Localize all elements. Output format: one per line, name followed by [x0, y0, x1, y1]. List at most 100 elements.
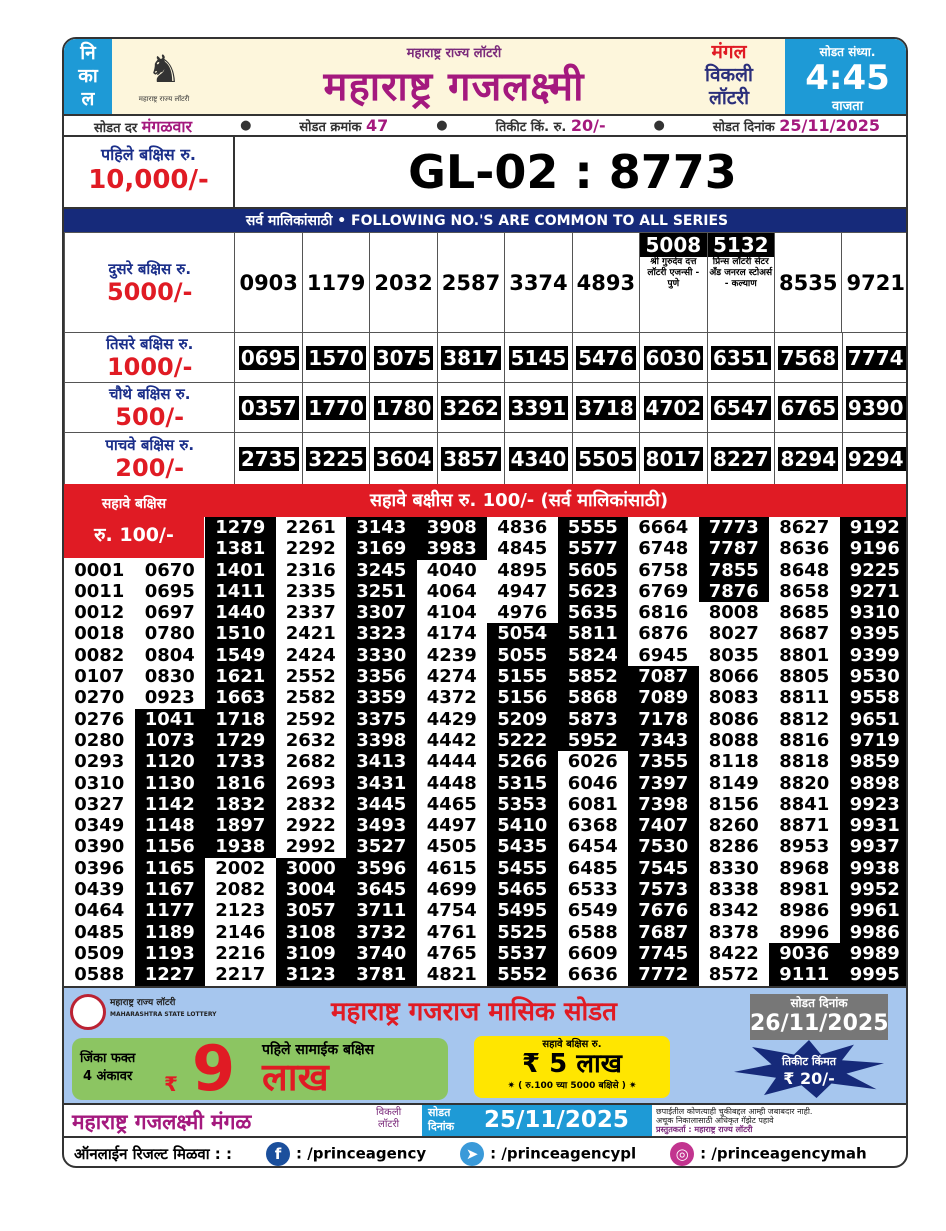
prize-number: 3983: [416, 538, 487, 560]
prize-number: 9898: [839, 772, 906, 794]
prize-number: 1167: [134, 879, 205, 901]
prize-number: 3307: [346, 602, 417, 624]
prize-number: 6945: [628, 644, 699, 667]
prize-number: 4239: [416, 644, 487, 667]
prize-number: 1165: [134, 857, 205, 880]
prize-number: 7087: [628, 666, 699, 688]
facebook-link[interactable]: f: /princeagency: [266, 1142, 426, 1166]
badge-char: का: [78, 65, 98, 87]
prize-number: 6547: [706, 382, 776, 433]
prize-number: 0276: [64, 708, 135, 730]
header: नि का ल ♞ महाराष्ट्र राज्य लॉटरी महाराष्…: [64, 39, 906, 114]
badge-char: ल: [81, 88, 95, 110]
prize-number: 2082: [205, 879, 276, 901]
prize-number: 4465: [416, 793, 487, 816]
lottery-result-sheet: नि का ल ♞ महाराष्ट्र राज्य लॉटरी महाराष्…: [62, 37, 908, 1168]
prize-number: 6351: [706, 332, 776, 383]
prize-number: 2002: [205, 857, 276, 880]
prize-number: 1142: [134, 793, 205, 816]
prize-number: 0804: [134, 644, 205, 667]
prize-number: 2335: [275, 580, 346, 603]
prize-number: 3445: [346, 793, 417, 816]
bullet: ●: [240, 118, 252, 133]
prize-number: 7178: [628, 708, 699, 730]
prize-number: 8083: [698, 687, 769, 709]
prize-number: 7774: [841, 332, 906, 383]
prize-number: 8986: [769, 900, 840, 922]
draw-time-box: सोडत संध्या. 4:45 वाजता: [785, 39, 906, 114]
second-prize-number: 4893: [571, 232, 641, 333]
prize-number: 9989: [839, 942, 906, 965]
first-common-prize-box: जिंका फक्त 4 अंकावर ₹ 9 पहिले सामाईक बक्ष…: [72, 1032, 448, 1105]
prize-number: 1729: [205, 729, 276, 752]
prize-number: 8953: [769, 836, 840, 858]
prize-number: 0349: [64, 815, 135, 837]
prize-number: 7687: [628, 921, 699, 943]
lottery-title: महाराष्ट्र गजलक्ष्मी: [323, 64, 585, 110]
prize-number: 2292: [275, 538, 346, 560]
prize-number: 5315: [487, 772, 558, 794]
prize-number: 0001: [64, 559, 135, 581]
grid-column: 5555 5577 5605 5623 5635 5811 5824 5852 5868 5873…: [557, 517, 628, 986]
prize-number: 9399: [839, 644, 906, 667]
prize-number: 3075: [369, 332, 438, 383]
state-lottery-seal-icon: [70, 994, 106, 1030]
promo-date-box: सोडत दिनांक 26/11/2025: [750, 994, 889, 1040]
footer-date: सोडत दिनांक 25/11/2025: [422, 1105, 652, 1136]
prize-number: 9719: [839, 729, 906, 752]
prize-number: 9036: [769, 942, 840, 965]
prize-number: 1041: [134, 708, 205, 730]
second-prize-number: 2032: [369, 232, 438, 333]
prize-number: 8035: [698, 644, 769, 667]
grid-column: 0001 0011 0012 0018 0082 0107 0270 0276 0280 0293…: [64, 559, 135, 986]
prize-number: 5577: [557, 538, 628, 560]
telegram-link[interactable]: ➤: /princeagencypl: [460, 1142, 636, 1166]
prize-number: 5952: [557, 729, 628, 752]
prize-number: 9310: [839, 602, 906, 624]
prize-number: 3000: [275, 857, 346, 880]
promo-logo-text: महाराष्ट्र राज्य लॉटरी MAHARASHTRA STATE …: [110, 998, 217, 1018]
second-prize-number: 8535: [773, 232, 843, 333]
prize-number: 5868: [557, 687, 628, 709]
prize-number: 9294: [841, 432, 906, 485]
prize-number: 1227: [134, 964, 205, 986]
prize-number: 3143: [346, 517, 417, 539]
prize-number: 1510: [205, 623, 276, 645]
prize-number: 3375: [346, 708, 417, 730]
prize-number: 4429: [416, 708, 487, 730]
disclaimer: छपाईतील कोणत्याही चुकीबद्दल आम्ही जबाबदा…: [656, 1107, 813, 1134]
first-prize-number: GL-02 : 8773: [408, 145, 737, 199]
prize-number: 5476: [571, 332, 641, 383]
prize-number: 8066: [698, 666, 769, 688]
prize-number: 3262: [436, 382, 506, 433]
prize-number: 8149: [698, 772, 769, 794]
prize-number: 8812: [769, 708, 840, 730]
prize-number: 3225: [301, 432, 371, 485]
number: 2587: [441, 270, 501, 295]
prize-number: 2261: [275, 517, 346, 539]
prize-number: 4444: [416, 751, 487, 773]
prize-number: 0012: [64, 602, 135, 624]
prize-number: 8330: [698, 857, 769, 880]
prize-number: 9271: [839, 580, 906, 603]
prize-number: 9390: [841, 382, 906, 433]
grid-column: 3908 3983 4040 4064 4104 4174 4239 4274 4372 4429…: [416, 517, 487, 986]
prize-number: 3413: [346, 751, 417, 773]
prize-number: 6609: [557, 942, 628, 965]
prize-number: 1733: [205, 751, 276, 773]
number: 2032: [374, 270, 433, 295]
prize-number: 1780: [369, 382, 438, 433]
prize-number: 6533: [557, 879, 628, 901]
prize-number: 8118: [698, 751, 769, 773]
prize-number: 8338: [698, 879, 769, 901]
prize-number: 3857: [436, 432, 506, 485]
prize-number: 3740: [346, 942, 417, 965]
number: 1179: [306, 270, 366, 295]
instagram-link[interactable]: ◎: /princeagencymah: [670, 1142, 867, 1166]
number: 5008: [640, 233, 707, 257]
grid-column: 3143 3169 3245 3251 3307 3323 3330 3356 3359 3375…: [346, 517, 417, 986]
prize-number: 2424: [275, 644, 346, 667]
weekly: विकली: [705, 64, 753, 86]
prize-number: 3431: [346, 772, 417, 794]
draw-number: सोडत क्रमांक 47: [299, 116, 389, 135]
